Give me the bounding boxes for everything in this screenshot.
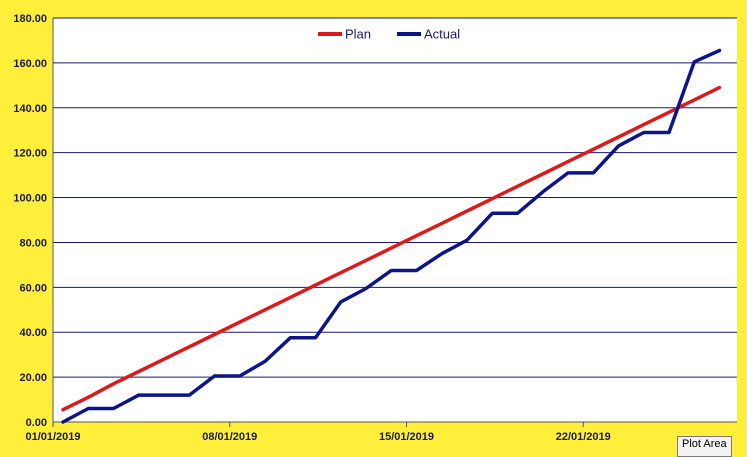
x-tick-label: 15/01/2019	[379, 431, 434, 443]
y-tick-label: 100.00	[13, 193, 47, 205]
x-tick-label: 01/01/2019	[25, 431, 80, 443]
y-tick-label: 20.00	[19, 372, 47, 384]
series-line-actual[interactable]	[61, 48, 722, 424]
series-lines	[61, 48, 722, 424]
axes: 0.00 20.00 40.00 60.00 80.00 100.00 120.00 140.…	[13, 13, 737, 443]
y-tick-label: 60.00	[19, 282, 47, 294]
legend-label-plan: Plan	[345, 27, 371, 42]
y-tick-label: 0.00	[26, 417, 47, 429]
y-tick-label: 180.00	[13, 13, 47, 25]
plot-area-tooltip: Plot Area	[677, 436, 732, 457]
y-tick-label: 80.00	[19, 237, 47, 249]
y-tick-label: 40.00	[19, 327, 47, 339]
series-line-plan[interactable]	[61, 85, 722, 412]
legend: Plan Actual	[318, 27, 460, 42]
plot-area[interactable]	[53, 18, 737, 422]
x-tick-label: 22/01/2019	[556, 431, 611, 443]
y-tick-label: 160.00	[13, 58, 47, 70]
legend-label-actual: Actual	[424, 27, 460, 42]
y-tick-label: 120.00	[13, 148, 47, 160]
y-tick-label: 140.00	[13, 103, 47, 115]
x-tick-label: 08/01/2019	[202, 431, 257, 443]
gridlines	[53, 17, 737, 378]
